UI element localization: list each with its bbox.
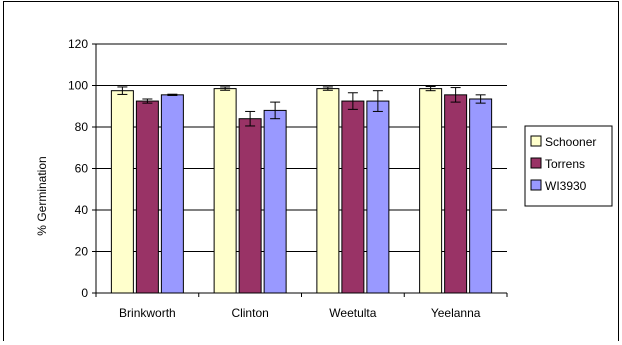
bar-schooner-clinton <box>213 88 237 294</box>
legend-label-wi3930: WI3930 <box>545 179 587 193</box>
x-tick-label: Clinton <box>231 306 268 320</box>
y-tick-label: 60 <box>75 162 89 176</box>
legend-label-torrens: Torrens <box>545 157 585 171</box>
x-tick-label: Weetulta <box>329 306 376 320</box>
axes: 0 20 40 60 80 100 120 Brinkworth Clinton Weetulta… <box>68 37 508 320</box>
legend-label-schooner: Schooner <box>545 135 596 149</box>
bar-wi3930-brinkworth <box>160 94 184 294</box>
bar-schooner-weetulta <box>316 88 340 294</box>
y-tick-label: 20 <box>75 245 89 259</box>
bar-torrens-yeelanna <box>444 94 468 294</box>
y-tick-label: 0 <box>81 286 88 300</box>
x-tick-label: Brinkworth <box>119 306 176 320</box>
y-tick-label: 40 <box>75 203 89 217</box>
bars <box>110 88 493 294</box>
legend-swatch-torrens <box>530 157 542 169</box>
bar-schooner-brinkworth <box>110 90 134 294</box>
legend: Schooner Torrens WI3930 <box>524 125 613 207</box>
bar-schooner-yeelanna <box>419 88 443 294</box>
bar-torrens-brinkworth <box>135 100 159 294</box>
y-tick-label: 120 <box>68 37 88 51</box>
legend-swatch-schooner <box>530 135 542 147</box>
bar-torrens-clinton <box>238 118 262 294</box>
bar-wi3930-yeelanna <box>469 98 493 294</box>
bar-wi3930-clinton <box>263 109 287 294</box>
legend-swatch-wi3930 <box>530 179 542 191</box>
y-tick-label: 100 <box>68 79 88 93</box>
y-tick-label: 80 <box>75 120 89 134</box>
chart-area-border <box>3 1 619 341</box>
bar-wi3930-weetulta <box>366 100 390 294</box>
x-tick-label: Yeelanna <box>431 306 481 320</box>
error-bars <box>117 86 486 127</box>
y-axis-label: % Germination <box>35 156 49 235</box>
bar-torrens-weetulta <box>341 100 365 294</box>
